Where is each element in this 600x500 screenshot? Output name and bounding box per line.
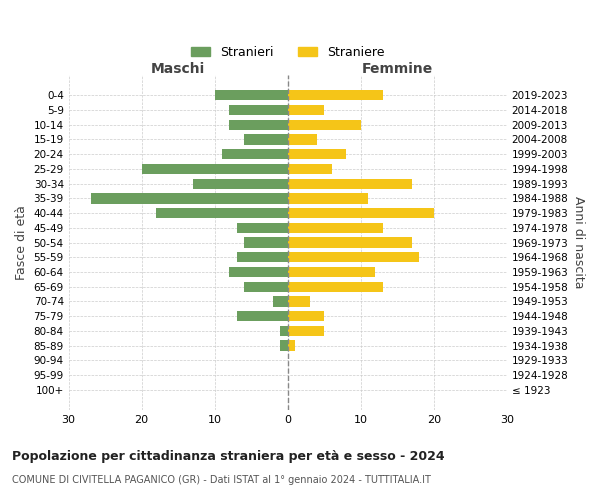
- Bar: [287, 149, 346, 160]
- Bar: [287, 296, 310, 306]
- Bar: [287, 164, 331, 174]
- Bar: [236, 252, 287, 262]
- Bar: [142, 164, 287, 174]
- Bar: [287, 90, 383, 101]
- Bar: [287, 340, 295, 350]
- Bar: [280, 326, 287, 336]
- Bar: [156, 208, 287, 218]
- Text: Maschi: Maschi: [151, 62, 205, 76]
- Bar: [287, 311, 324, 322]
- Bar: [287, 178, 412, 189]
- Bar: [91, 193, 287, 203]
- Bar: [236, 311, 287, 322]
- Bar: [244, 134, 287, 144]
- Text: COMUNE DI CIVITELLA PAGANICO (GR) - Dati ISTAT al 1° gennaio 2024 - TUTTITALIA.I: COMUNE DI CIVITELLA PAGANICO (GR) - Dati…: [12, 475, 431, 485]
- Bar: [229, 105, 287, 115]
- Bar: [287, 238, 412, 248]
- Bar: [287, 252, 419, 262]
- Y-axis label: Anni di nascita: Anni di nascita: [572, 196, 585, 289]
- Bar: [280, 340, 287, 350]
- Bar: [244, 238, 287, 248]
- Bar: [287, 282, 383, 292]
- Bar: [287, 267, 376, 277]
- Bar: [287, 208, 434, 218]
- Bar: [287, 134, 317, 144]
- Bar: [287, 105, 324, 115]
- Bar: [287, 193, 368, 203]
- Bar: [222, 149, 287, 160]
- Text: Popolazione per cittadinanza straniera per età e sesso - 2024: Popolazione per cittadinanza straniera p…: [12, 450, 445, 463]
- Bar: [287, 326, 324, 336]
- Bar: [236, 222, 287, 233]
- Text: Femmine: Femmine: [362, 62, 433, 76]
- Bar: [229, 120, 287, 130]
- Bar: [229, 267, 287, 277]
- Y-axis label: Fasce di età: Fasce di età: [15, 205, 28, 280]
- Bar: [193, 178, 287, 189]
- Bar: [244, 282, 287, 292]
- Bar: [287, 222, 383, 233]
- Bar: [287, 120, 361, 130]
- Legend: Stranieri, Straniere: Stranieri, Straniere: [186, 41, 389, 64]
- Bar: [215, 90, 287, 101]
- Bar: [273, 296, 287, 306]
